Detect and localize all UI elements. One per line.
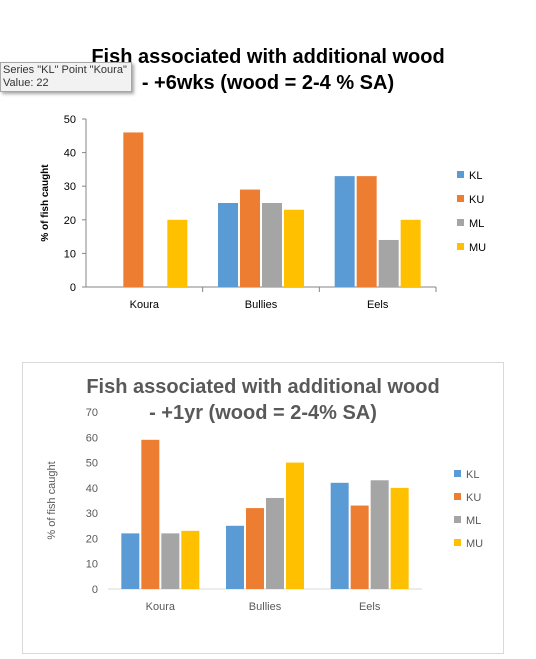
chart-panel-1yr[interactable]: Fish associated with additional wood - +…	[22, 362, 504, 654]
bar-ku-eels[interactable]	[350, 505, 369, 589]
bar-ku-koura[interactable]	[123, 132, 144, 287]
legend-swatch-mu	[457, 243, 464, 250]
bar-ku-bullies[interactable]	[246, 508, 264, 589]
y-tick-label: 50	[64, 114, 76, 126]
legend-swatch-kl	[454, 470, 461, 477]
y-tick-label: 50	[86, 458, 98, 470]
bar-ml-eels[interactable]	[378, 239, 399, 287]
bar-mu-koura[interactable]	[167, 219, 188, 287]
bar-mu-eels[interactable]	[400, 219, 421, 287]
chart-title-line-2: - +6wks (wood = 2-4 % SA)	[141, 72, 395, 94]
x-category-label: Eels	[367, 299, 389, 311]
bar-kl-koura[interactable]	[121, 533, 140, 589]
legend-label-ml[interactable]: ML	[469, 218, 484, 230]
chart-title-line-1: Fish associated with additional wood	[91, 46, 445, 68]
legend-label-kl[interactable]: KL	[469, 170, 482, 182]
y-tick-label: 40	[64, 148, 76, 160]
legend-swatch-kl	[457, 171, 464, 178]
y-tick-label: 0	[70, 282, 76, 294]
x-category-label: Bullies	[245, 299, 278, 311]
legend-swatch-mu	[454, 539, 461, 546]
bar-mu-bullies[interactable]	[284, 209, 304, 287]
y-tick-label: 30	[64, 181, 76, 193]
legend-label-ku[interactable]: KU	[466, 492, 481, 504]
bar-ml-eels[interactable]	[370, 480, 389, 589]
legend-label-mu[interactable]: MU	[466, 538, 483, 550]
legend-swatch-ml	[454, 516, 461, 523]
bar-ku-koura[interactable]	[141, 439, 160, 589]
legend-swatch-ku	[454, 493, 461, 500]
bar-kl-bullies[interactable]	[218, 203, 238, 287]
y-tick-label: 20	[64, 215, 76, 227]
y-tick-label: 0	[92, 584, 98, 596]
chart-panel-6wks[interactable]: Fish associated with additional wood - +…	[0, 30, 536, 330]
y-tick-label: 70	[86, 407, 98, 419]
y-tick-label: 60	[86, 432, 98, 444]
y-tick-label: 10	[64, 248, 76, 260]
legend-swatch-ml	[457, 219, 464, 226]
bar-chart-1yr[interactable]: 0 10 20 30 40 50 60 70 % of fish caught Koura Bull…	[23, 363, 503, 653]
bar-ml-bullies[interactable]	[262, 203, 282, 287]
x-category-label: Bullies	[249, 601, 282, 613]
bar-chart-6wks[interactable]: 0 10 20 30 40 50 % of fish caught Koura Bullies E…	[0, 30, 536, 330]
data-point-tooltip: Series "KL" Point "Koura" Value: 22	[0, 62, 132, 92]
x-category-label: Koura	[130, 299, 160, 311]
y-axis-label: % of fish caught	[40, 164, 51, 242]
bar-kl-eels[interactable]	[334, 176, 355, 287]
tooltip-series-line: Series "KL" Point "Koura"	[3, 64, 127, 76]
bar-kl-eels[interactable]	[330, 482, 349, 589]
y-tick-label: 10	[86, 559, 98, 571]
chart-title-line-1: Fish associated with additional wood	[86, 376, 440, 398]
tooltip-value-line: Value: 22	[3, 77, 49, 89]
bar-kl-bullies[interactable]	[226, 525, 244, 589]
bar-ku-bullies[interactable]	[240, 189, 260, 287]
legend-swatch-ku	[457, 195, 464, 202]
y-axis-label: % of fish caught	[46, 461, 58, 539]
legend-label-kl[interactable]: KL	[466, 469, 479, 481]
y-tick-label: 20	[86, 533, 98, 545]
y-tick-label: 40	[86, 483, 98, 495]
chart-title: Fish associated with additional wood - +…	[0, 44, 536, 96]
chart-title: Fish associated with additional wood - +…	[23, 374, 503, 426]
bar-ml-bullies[interactable]	[266, 497, 284, 589]
bar-mu-koura[interactable]	[181, 530, 200, 589]
chart-title-line-2: - +1yr (wood = 2-4% SA)	[149, 402, 377, 424]
x-category-label: Eels	[359, 601, 381, 613]
bar-ml-koura[interactable]	[161, 533, 180, 589]
bar-mu-eels[interactable]	[390, 487, 409, 589]
legend-label-mu[interactable]: MU	[469, 242, 486, 254]
bar-mu-bullies[interactable]	[286, 462, 304, 589]
legend-label-ku[interactable]: KU	[469, 194, 484, 206]
y-tick-label: 30	[86, 508, 98, 520]
legend-label-ml[interactable]: ML	[466, 515, 481, 527]
bar-ku-eels[interactable]	[356, 176, 377, 287]
x-category-label: Koura	[146, 601, 176, 613]
